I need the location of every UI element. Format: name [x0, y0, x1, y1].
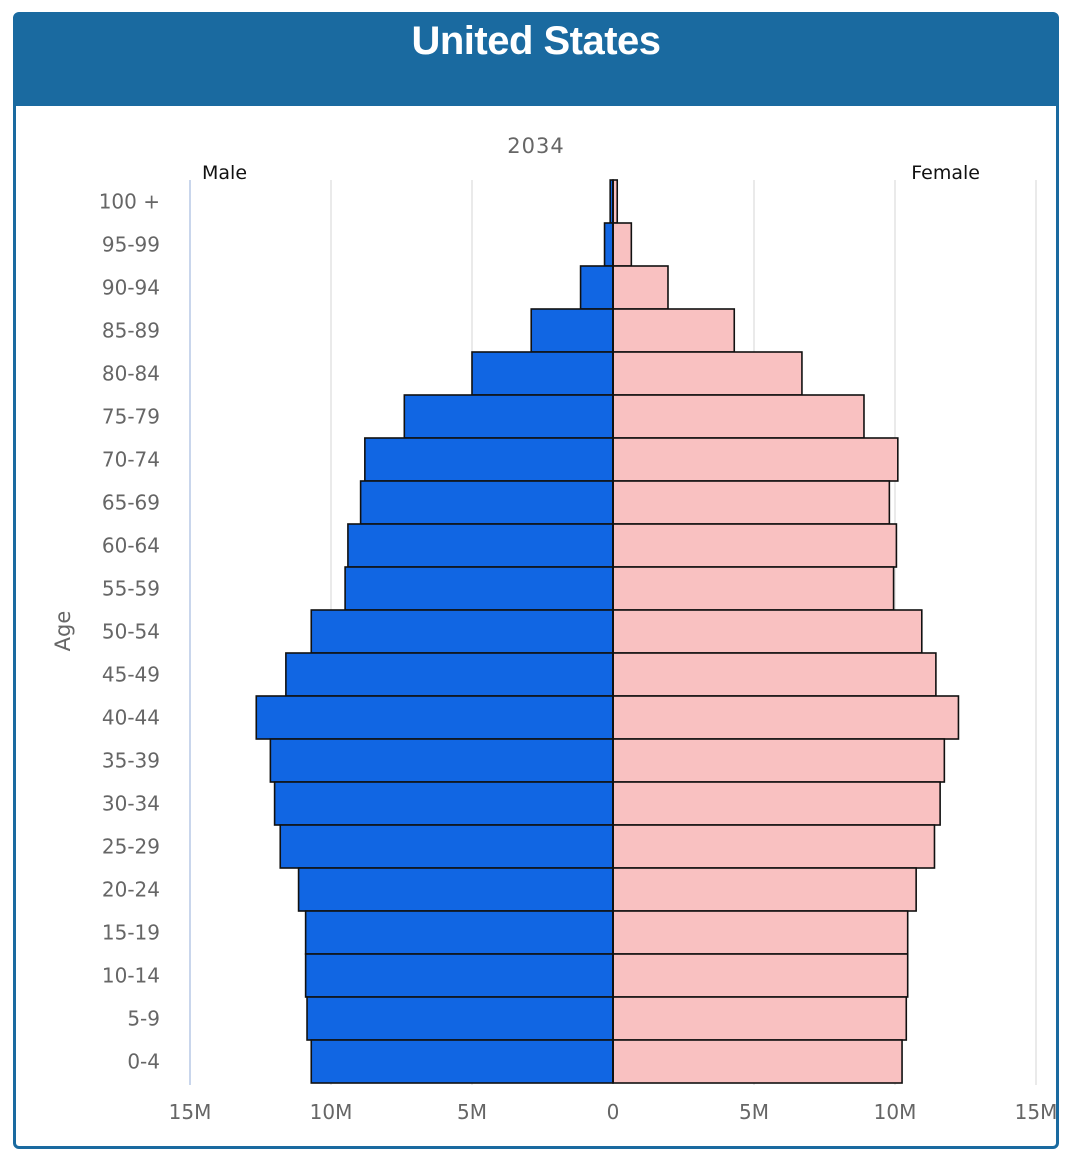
- male-bar: [359, 480, 614, 525]
- bars: [255, 179, 960, 1084]
- female-bar: [612, 867, 917, 912]
- male-bar: [269, 738, 614, 783]
- y-tick-label: 45-49: [102, 663, 160, 687]
- female-bar: [612, 308, 736, 353]
- male-bar: [579, 265, 614, 310]
- header-bar: United States: [16, 15, 1056, 106]
- female-bar: [612, 953, 909, 998]
- male-bar: [306, 996, 614, 1041]
- y-tick-label: 50-54: [102, 620, 160, 644]
- female-bar: [612, 566, 895, 611]
- y-tick-label: 10-14: [102, 964, 160, 988]
- male-bar: [310, 609, 614, 654]
- y-tick-label: 95-99: [102, 233, 160, 257]
- y-tick-label: 25-29: [102, 835, 160, 859]
- female-bar: [612, 824, 936, 869]
- male-bar: [273, 781, 614, 826]
- female-bar: [612, 437, 899, 482]
- y-tick-label: 60-64: [102, 534, 160, 558]
- female-bar: [612, 1039, 903, 1084]
- y-tick-label: 55-59: [102, 577, 160, 601]
- y-tick-label: 35-39: [102, 749, 160, 773]
- y-tick-label: 20-24: [102, 878, 160, 902]
- female-bar: [612, 480, 891, 525]
- chart-subtitle: 2034: [507, 134, 564, 158]
- female-bar: [612, 523, 898, 568]
- y-tick-label: 40-44: [102, 706, 160, 730]
- male-bar: [530, 308, 614, 353]
- female-bar: [612, 652, 937, 697]
- x-tick-label: 10M: [310, 1100, 353, 1124]
- female-legend-label: Female: [911, 162, 980, 184]
- y-tick-label: 5-9: [127, 1007, 160, 1031]
- y-tick-label: 0-4: [127, 1050, 160, 1074]
- page-title: United States: [411, 19, 661, 63]
- female-bar: [612, 781, 941, 826]
- male-bar: [364, 437, 614, 482]
- y-tick-labels: 100 + 95-99 90-94 85-89 80-84 75-79 70-74 65-69…: [99, 190, 160, 1074]
- male-bar: [310, 1039, 614, 1084]
- male-bar: [471, 351, 614, 396]
- y-tick-label: 65-69: [102, 491, 160, 515]
- female-bar: [612, 394, 865, 439]
- male-bar: [347, 523, 614, 568]
- y-tick-label: 90-94: [102, 276, 160, 300]
- x-tick-labels: 15M 10M 5M 0 5M 10M 15M: [169, 1100, 1058, 1124]
- y-axis-title: Age: [51, 611, 75, 652]
- male-bar: [304, 910, 614, 955]
- y-tick-label: 100 +: [99, 190, 160, 214]
- male-bar: [603, 222, 614, 267]
- female-bar: [612, 609, 923, 654]
- x-tick-label: 15M: [169, 1100, 212, 1124]
- male-bar: [285, 652, 614, 697]
- x-tick-label: 0: [607, 1100, 620, 1124]
- y-tick-label: 30-34: [102, 792, 160, 816]
- male-bar: [344, 566, 614, 611]
- y-tick-label: 15-19: [102, 921, 160, 945]
- y-tick-label: 80-84: [102, 362, 160, 386]
- female-bar: [612, 695, 960, 740]
- male-bar: [279, 824, 614, 869]
- female-bar: [612, 351, 803, 396]
- male-bar: [297, 867, 614, 912]
- female-bar: [612, 265, 669, 310]
- male-legend-label: Male: [202, 162, 247, 184]
- male-bar: [403, 394, 614, 439]
- x-tick-label: 5M: [739, 1100, 769, 1124]
- female-bar: [612, 222, 633, 267]
- y-tick-label: 85-89: [102, 319, 160, 343]
- y-tick-label: 75-79: [102, 405, 160, 429]
- x-tick-label: 5M: [457, 1100, 487, 1124]
- y-tick-label: 70-74: [102, 448, 160, 472]
- female-bar: [612, 910, 909, 955]
- male-bar: [255, 695, 614, 740]
- male-bar: [304, 953, 614, 998]
- x-tick-label: 10M: [874, 1100, 917, 1124]
- x-tick-label: 15M: [1015, 1100, 1058, 1124]
- female-bar: [612, 738, 946, 783]
- female-bar: [612, 996, 908, 1041]
